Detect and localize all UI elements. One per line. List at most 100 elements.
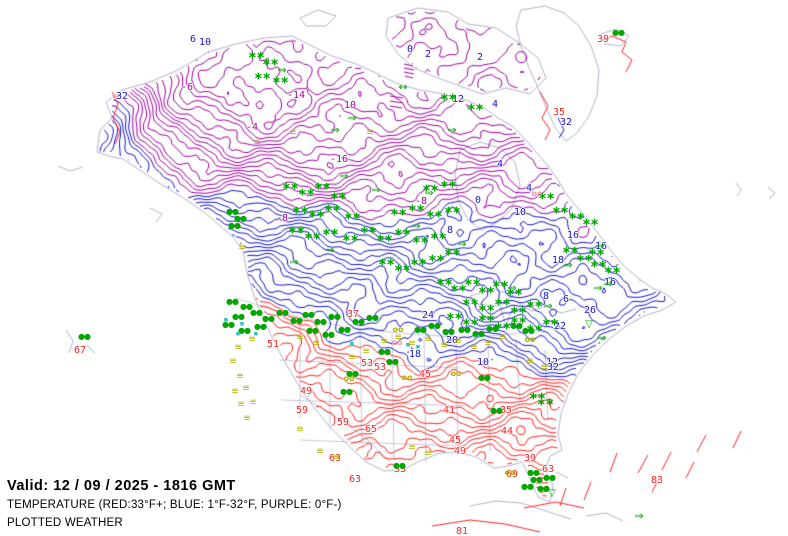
contour-label: 44 — [500, 426, 514, 437]
snow-icon: ∗∗ — [509, 313, 527, 327]
snow-icon: ∗∗ — [393, 225, 411, 239]
snow-icon: ∗∗ — [525, 297, 543, 311]
haze-icon: ≡ — [470, 342, 478, 353]
moisture-dot-icon: ▪ — [239, 319, 245, 328]
haze-icon: ≡ — [296, 424, 304, 435]
snow-icon: ∗∗ — [581, 215, 599, 229]
arrow-icon: ⇒ — [603, 277, 613, 291]
contour-label: 10 — [198, 37, 212, 48]
contour-label: 39 — [523, 453, 537, 464]
contour-label: 35 — [499, 405, 513, 416]
contour-label: 0 — [474, 195, 482, 206]
haze-icon: ≡ — [316, 446, 324, 457]
snow-icon: ∗∗ — [407, 201, 425, 215]
contour-label: 20 — [445, 335, 459, 346]
cloud-dots-icon: ●● — [262, 314, 275, 323]
snow-icon: ∗∗ — [449, 281, 467, 295]
haze-icon: ≡ — [484, 338, 492, 349]
snow-icon: ∗∗ — [466, 100, 484, 114]
snow-icon: ∗∗ — [443, 203, 461, 217]
contour-label: 32 — [546, 362, 560, 373]
contour-label: 10 — [513, 207, 527, 218]
cloud-dots-icon: ●● — [414, 325, 427, 334]
open-circles-icon: oo — [343, 374, 355, 383]
snow-icon: ∗∗ — [603, 263, 621, 277]
moisture-dot-icon: ▪ — [223, 315, 229, 324]
arrow-icon: ⇒ — [411, 219, 421, 233]
snow-icon: ∗∗ — [281, 179, 299, 193]
contour-label: 53 — [360, 358, 374, 369]
snow-icon: ∗∗ — [505, 285, 523, 299]
snow-icon: ∗∗ — [493, 319, 511, 333]
pink-circles-icon: oo — [391, 338, 403, 347]
snow-icon: ∗∗ — [443, 245, 461, 259]
snow-icon: ∗∗ — [551, 203, 569, 217]
double-arrow-icon: ↔ — [398, 80, 408, 94]
snow-icon: ∗∗ — [461, 315, 479, 329]
haze-icon: ≡ — [394, 332, 402, 343]
cloud-dots-icon: ●● — [240, 302, 253, 311]
contour-label: 18 — [408, 349, 422, 360]
arrow-icon: ⇒ — [330, 123, 340, 137]
contour-label: 32 — [115, 91, 129, 102]
moisture-dot-icon: ▪ — [235, 329, 241, 338]
haze-icon: ≡ — [237, 399, 245, 410]
open-circles-icon: oo — [450, 369, 462, 378]
snow-icon: ∗∗ — [587, 245, 605, 259]
contour-label: -6 — [180, 82, 194, 93]
contour-label: 35 — [552, 107, 566, 118]
arrow-icon: ⇒ — [347, 111, 357, 125]
haze-icon: ≡ — [296, 332, 304, 343]
valid-time-label: Valid: 12 / 09 / 2025 - 1816 GMT — [7, 478, 238, 494]
snow-icon: ∗∗ — [525, 321, 543, 335]
moisture-dot-icon: ▪ — [405, 340, 411, 349]
contour-label: 6 — [189, 34, 197, 45]
contour-label: 16 — [594, 241, 608, 252]
contour-label: 6 — [562, 294, 570, 305]
haze-icon: ≡ — [229, 356, 237, 367]
haze-icon: ≡ — [408, 338, 416, 349]
cloud-dots-icon: ●● — [226, 207, 239, 216]
arrow-icon: ⇒ — [634, 509, 644, 523]
open-circles-icon: oo — [504, 468, 516, 477]
contour-label: -8 — [414, 196, 428, 207]
snow-icon: ∗∗ — [291, 203, 309, 217]
contour-label: -4 — [245, 122, 259, 133]
arrow-icon: ⇒ — [543, 299, 553, 313]
contour-label: 63 — [348, 474, 362, 485]
cloud-dots-icon: ●● — [250, 308, 263, 317]
pink-circles-icon: oo — [531, 189, 543, 198]
contour-label: 37 — [346, 309, 360, 320]
contour-label: 45 — [448, 435, 462, 446]
contour-label: 59 — [295, 405, 309, 416]
map-footer: Valid: 12 / 09 / 2025 - 1816 GMT TEMPERA… — [7, 477, 346, 531]
haze-icon: ≡ — [332, 452, 340, 463]
contour-label: 49 — [299, 386, 313, 397]
contour-label: 51 — [266, 339, 280, 350]
contour-label: -14 — [286, 90, 306, 101]
snow-icon: ∗∗ — [589, 257, 607, 271]
contour-label: 39 — [596, 34, 610, 45]
cloud-dots-icon: ●● — [234, 214, 247, 223]
arrow-icon: ⇒ — [277, 63, 287, 77]
snow-icon: ∗∗ — [421, 181, 439, 195]
cloud-dots-icon: ●● — [486, 324, 499, 333]
cloud-dots-icon: ●● — [276, 308, 289, 317]
haze-icon: ≡ — [526, 356, 534, 367]
haze-icon: ≡ — [440, 340, 448, 351]
haze-icon: ≡ — [243, 413, 251, 424]
contour-label: 4 — [496, 159, 504, 170]
cloud-dots-icon: ●● — [458, 325, 471, 334]
cloud-dots-icon: ●● — [302, 310, 315, 319]
contour-label: 83 — [650, 475, 664, 486]
open-circles-icon: oo — [392, 325, 404, 334]
arrow-icon: ⇒ — [447, 123, 457, 137]
contour-label: 24 — [421, 310, 435, 321]
cloud-dots-icon: ●● — [352, 317, 365, 326]
snow-icon: ∗∗ — [439, 177, 457, 191]
contour-label: 65 — [364, 424, 378, 435]
contour-label: 4 — [491, 99, 499, 110]
cloud-dots-icon: ●● — [386, 357, 399, 366]
snow-icon: ∗∗ — [359, 223, 377, 237]
